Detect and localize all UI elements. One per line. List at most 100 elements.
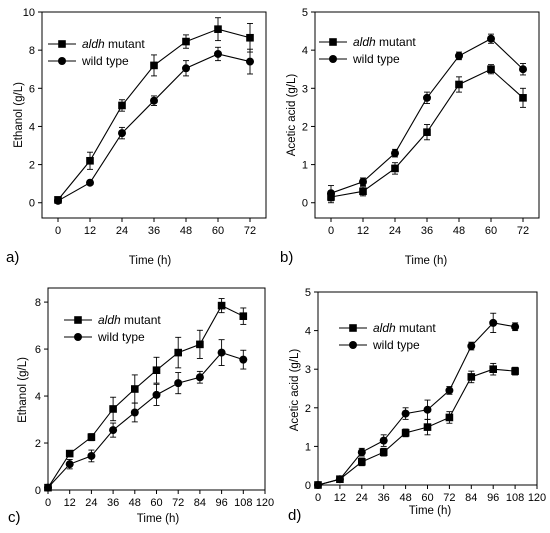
y-tick-label: 10	[23, 7, 35, 19]
y-tick-label: 5	[305, 287, 311, 299]
data-point-square	[217, 301, 226, 310]
data-point-circle	[314, 481, 322, 489]
x-tick-label: 24	[116, 225, 128, 237]
data-point-square	[519, 94, 527, 102]
x-tick-label: 120	[528, 492, 546, 504]
x-tick-label: 24	[356, 492, 368, 504]
legend-marker-circle	[349, 341, 357, 349]
x-tick-label: 36	[421, 225, 433, 237]
legend-label: wild type	[97, 330, 145, 344]
y-tick-label: 2	[302, 121, 308, 133]
data-point-square	[358, 458, 366, 466]
y-tick-label: 0	[29, 198, 35, 210]
panel-label: b)	[280, 249, 293, 266]
data-point-circle	[118, 129, 126, 138]
x-tick-label: 36	[107, 497, 119, 509]
series-line-2	[47, 351, 244, 489]
x-tick-label: 120	[256, 497, 274, 509]
data-point-circle	[174, 379, 183, 388]
x-tick-label: 12	[84, 225, 96, 237]
y-tick-label: 4	[302, 45, 308, 57]
data-point-square	[150, 61, 158, 70]
x-tick-label: 96	[215, 497, 227, 509]
y-axis-label: Ethanol (g/L)	[13, 82, 25, 148]
data-point-circle	[467, 342, 476, 351]
data-point-circle	[487, 34, 495, 43]
x-tick-label: 48	[399, 492, 411, 504]
y-tick-label: 0	[305, 480, 311, 492]
legend-marker-circle	[329, 55, 337, 63]
data-point-square	[65, 449, 74, 458]
x-tick-label: 72	[517, 225, 529, 237]
x-tick-label: 72	[443, 492, 455, 504]
data-point-circle	[109, 426, 118, 435]
series-line-1	[47, 304, 244, 488]
data-point-square	[239, 312, 248, 320]
data-point-circle	[150, 96, 158, 105]
y-tick-label: 1	[302, 160, 308, 172]
series-line-1	[317, 368, 516, 486]
y-tick-label: 4	[305, 326, 311, 338]
data-point-square	[174, 348, 182, 357]
data-point-circle	[195, 373, 204, 382]
data-point-square	[152, 366, 161, 375]
data-point-circle	[379, 436, 388, 445]
x-tick-label: 24	[389, 225, 401, 237]
legend-marker-circle	[74, 333, 82, 341]
legend: aldh mutant wild type	[64, 313, 161, 344]
y-tick-label: 8	[29, 45, 35, 57]
y-tick-label: 1	[305, 441, 311, 453]
data-point-circle	[87, 451, 96, 460]
data-point-square	[487, 65, 495, 74]
legend-marker-square	[329, 38, 337, 46]
y-tick-label: 0	[35, 485, 41, 497]
data-point-circle	[65, 460, 74, 469]
panel-label: a)	[6, 249, 19, 266]
x-tick-label: 48	[129, 497, 141, 509]
x-tick-label: 108	[234, 497, 252, 509]
legend-marker-circle	[58, 57, 66, 65]
legend-label: aldh mutant	[373, 321, 436, 335]
y-tick-label: 4	[29, 121, 35, 133]
x-tick-label: 48	[180, 225, 192, 237]
x-tick-label: 72	[172, 497, 184, 509]
data-point-circle	[86, 178, 94, 187]
series-line-2	[317, 322, 516, 486]
data-point-circle	[246, 57, 254, 66]
y-tick-label: 3	[305, 364, 311, 376]
data-point-circle	[519, 65, 527, 74]
x-tick-label: 0	[315, 492, 321, 504]
legend: aldh mutant wild type	[48, 37, 145, 68]
legend-label: wild type	[81, 54, 129, 68]
x-tick-label: 36	[148, 225, 160, 237]
x-tick-label: 60	[212, 225, 224, 237]
data-point-square	[214, 25, 222, 33]
legend-label: aldh mutant	[82, 37, 145, 51]
x-tick-label: 0	[45, 497, 51, 509]
y-tick-label: 4	[35, 391, 41, 403]
data-point-square	[455, 80, 463, 89]
legend-marker-square	[58, 40, 66, 48]
y-tick-label: 2	[305, 403, 311, 415]
data-point-circle	[445, 386, 454, 395]
legend-label: aldh mutant	[98, 313, 161, 327]
x-tick-label: 12	[334, 492, 346, 504]
y-tick-label: 5	[302, 7, 308, 19]
data-point-square	[445, 413, 454, 422]
data-point-square	[401, 429, 410, 437]
data-point-square	[467, 373, 476, 381]
data-point-square	[489, 365, 497, 373]
y-tick-label: 6	[35, 344, 41, 356]
x-tick-label: 96	[487, 492, 499, 504]
x-tick-label: 84	[465, 492, 477, 504]
legend-label: aldh mutant	[353, 35, 416, 49]
data-point-circle	[423, 405, 432, 414]
data-point-square	[391, 164, 399, 173]
x-tick-label: 36	[378, 492, 390, 504]
data-point-circle	[357, 448, 366, 457]
data-point-circle	[214, 49, 222, 58]
data-point-circle	[152, 390, 161, 399]
data-point-circle	[130, 408, 139, 417]
